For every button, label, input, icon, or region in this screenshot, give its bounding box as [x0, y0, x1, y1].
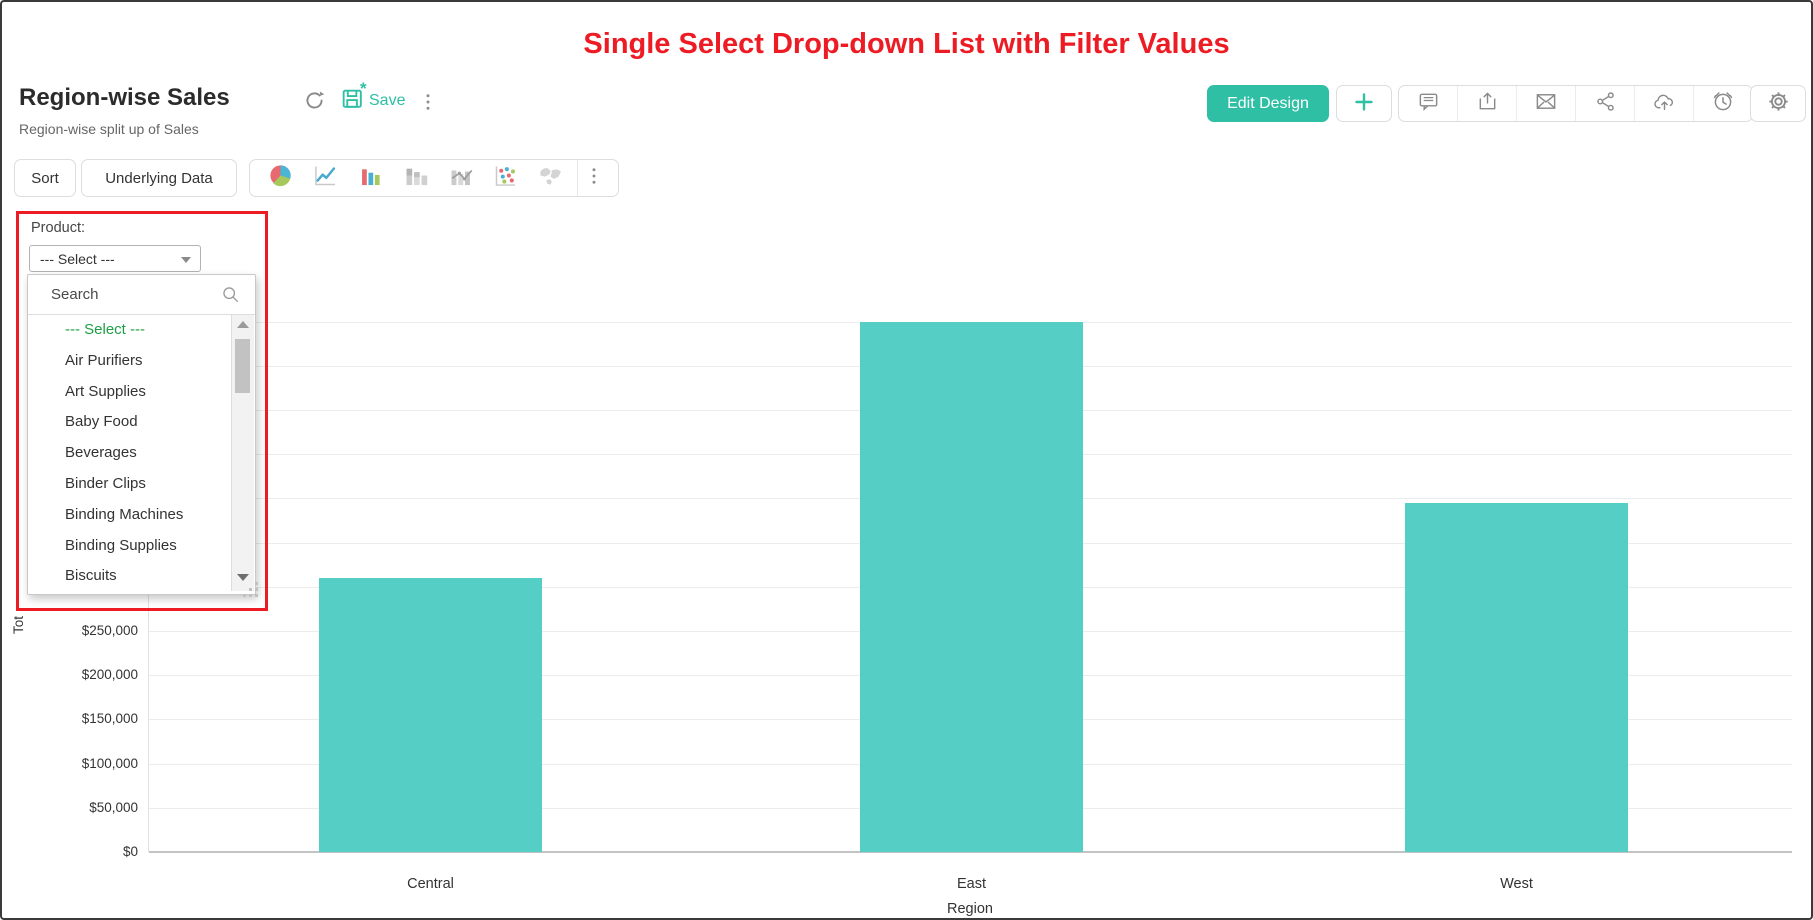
chart-type-toolbar: [249, 159, 619, 197]
page-title: Single Select Drop-down List with Filter…: [583, 28, 1230, 60]
export-icon: [1476, 90, 1499, 118]
y-tick-label: $200,000: [81, 667, 138, 683]
save-button[interactable]: * Save: [340, 79, 406, 116]
filter-option[interactable]: Binding Supplies: [65, 536, 177, 554]
comment-button[interactable]: [1399, 86, 1457, 121]
y-tick-label: $100,000: [81, 755, 138, 771]
edit-design-button[interactable]: Edit Design: [1207, 85, 1329, 122]
stacked-bar-chart-button[interactable]: [393, 160, 438, 196]
map-chart-button[interactable]: [528, 160, 573, 196]
report-title: Region-wise Sales: [19, 84, 230, 111]
filter-label: Product:: [31, 220, 85, 236]
y-tick-label: $0: [122, 844, 138, 859]
bar-chart-button[interactable]: [348, 160, 393, 196]
report-subtitle: Region-wise split up of Sales: [19, 121, 199, 137]
category-label: West: [1500, 876, 1533, 892]
y-tick-label: $50,000: [89, 799, 138, 815]
filter-option[interactable]: --- Select ---: [65, 321, 145, 338]
filter-option[interactable]: Beverages: [65, 444, 137, 462]
filter-option[interactable]: Air Purifiers: [65, 351, 143, 369]
header-action-icons: [1398, 85, 1753, 122]
combo-chart-icon: [447, 162, 474, 194]
mail-button[interactable]: [1516, 86, 1575, 121]
alarm-button[interactable]: [1693, 86, 1752, 121]
underlying-data-button[interactable]: Underlying Data: [81, 159, 237, 197]
bar-chart-icon: [357, 162, 384, 194]
scatter-chart-icon: [492, 162, 519, 194]
pie-chart-icon: [267, 162, 294, 194]
y-axis-title: Tot: [11, 615, 26, 634]
more-options-icon[interactable]: [418, 91, 438, 118]
bar-central[interactable]: [319, 578, 542, 852]
mail-icon: [1534, 90, 1558, 118]
settings-button[interactable]: [1750, 85, 1806, 122]
bar-west[interactable]: [1405, 502, 1628, 852]
y-tick-label: $250,000: [81, 623, 138, 638]
filter-option[interactable]: Baby Food: [65, 413, 138, 431]
dropdown-scrollbar[interactable]: [231, 315, 254, 591]
scatter-chart-button[interactable]: [483, 160, 528, 196]
scroll-up-arrow-icon[interactable]: [237, 321, 249, 328]
x-axis-title: Region: [947, 901, 993, 917]
search-icon: [220, 284, 241, 310]
combo-chart-button[interactable]: [438, 160, 483, 196]
share-icon: [1594, 90, 1617, 118]
filter-option-list: --- Select --- Air Purifiers Art Supplies B…: [28, 315, 231, 593]
filter-option[interactable]: Binding Machines: [65, 505, 184, 523]
comment-icon: [1417, 90, 1440, 118]
gear-icon: [1766, 89, 1791, 118]
filter-option[interactable]: Art Supplies: [65, 382, 146, 400]
filter-dropdown-panel: --- Select --- Air Purifiers Art Supplies B…: [27, 274, 256, 595]
filter-option[interactable]: Biscuits: [65, 567, 117, 585]
kebab-icon: [584, 165, 604, 192]
add-button[interactable]: [1336, 85, 1392, 122]
bar-east[interactable]: [860, 321, 1083, 852]
scrollbar-thumb[interactable]: [235, 339, 250, 393]
stacked-bar-chart-icon: [402, 162, 429, 194]
x-axis-line: [149, 851, 1792, 853]
y-tick-label: $150,000: [81, 711, 138, 727]
chevron-down-icon: [181, 257, 191, 263]
filter-search-input[interactable]: [49, 285, 213, 304]
filter-option[interactable]: Binder Clips: [65, 474, 146, 492]
filter-search-row: [28, 275, 255, 315]
cloud-upload-icon: [1652, 90, 1677, 118]
pie-chart-button[interactable]: [258, 160, 303, 196]
refresh-icon[interactable]: [303, 89, 326, 117]
cloud-upload-button[interactable]: [1634, 86, 1693, 121]
share-button[interactable]: [1575, 86, 1634, 121]
alarm-icon: [1711, 89, 1735, 118]
filter-selected-value: --- Select ---: [40, 250, 115, 267]
filter-select[interactable]: --- Select ---: [29, 245, 201, 272]
export-button[interactable]: [1457, 86, 1516, 121]
plus-icon: [1352, 90, 1376, 118]
line-chart-button[interactable]: [303, 160, 348, 196]
category-label: East: [956, 876, 986, 892]
map-chart-icon: [537, 162, 564, 194]
save-button-label: Save: [369, 92, 406, 109]
sort-button[interactable]: Sort: [14, 159, 76, 197]
unsaved-asterisk: *: [360, 79, 367, 98]
line-chart-icon: [312, 162, 339, 194]
scroll-down-arrow-icon[interactable]: [237, 574, 249, 581]
save-icon: *: [340, 79, 367, 116]
dropdown-resize-grip[interactable]: [235, 580, 261, 602]
chart-more-button[interactable]: [577, 160, 610, 196]
category-label: Central: [407, 876, 454, 892]
